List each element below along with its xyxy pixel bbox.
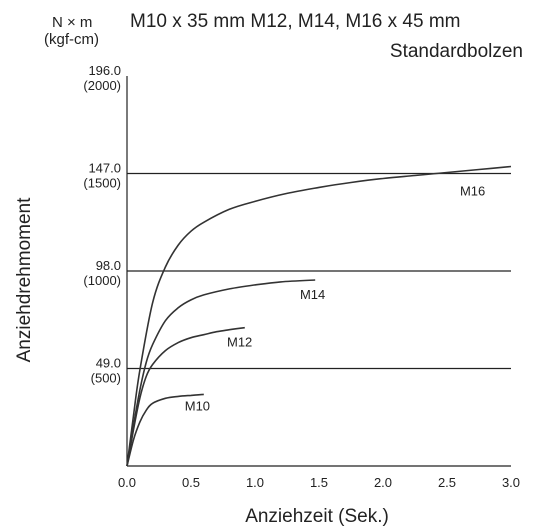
y-tick-label: 147.0 [88, 161, 121, 176]
series-label-m16: M16 [460, 183, 485, 198]
chart-title: M10 x 35 mm M12, M14, M16 x 45 mm [130, 11, 461, 32]
series-label-m10: M10 [185, 398, 210, 413]
x-tick-label: 1.5 [310, 475, 328, 490]
y-tick-label-alt: (500) [91, 371, 121, 386]
y-tick-label: 49.0 [96, 356, 121, 371]
chart-subtitle: Standardbolzen [390, 41, 523, 62]
x-tick-label: 1.0 [246, 475, 264, 490]
plot-area: 49.0(500) 98.0(1000) 147.0(1500) 196.0(2000… [83, 63, 520, 490]
y-axis-title: Anziehdrehmoment [14, 197, 35, 362]
series-line-m10 [126, 393, 204, 467]
x-tick-label: 2.0 [374, 475, 392, 490]
series-line-m14 [126, 279, 316, 467]
x-tick-label: 2.5 [438, 475, 456, 490]
y-tick-label-alt: (1500) [83, 176, 121, 191]
series-label-m14: M14 [300, 287, 325, 302]
x-tick-label: 3.0 [502, 475, 520, 490]
y-tick-label: 98.0 [96, 258, 121, 273]
series-line-m12 [126, 326, 245, 467]
x-axis-title: Anziehzeit (Sek.) [245, 506, 389, 527]
series-label-m12: M12 [227, 335, 252, 350]
unit-label-alt: (kgf-cm) [44, 31, 99, 48]
x-tick-label: 0.0 [118, 475, 136, 490]
y-tick-label: 196.0 [88, 63, 121, 78]
y-tick-label-alt: (2000) [83, 78, 121, 93]
x-tick-label: 0.5 [182, 475, 200, 490]
series-line-m16 [126, 165, 512, 467]
unit-label: N × m [52, 14, 92, 31]
y-tick-label-alt: (1000) [83, 273, 121, 288]
